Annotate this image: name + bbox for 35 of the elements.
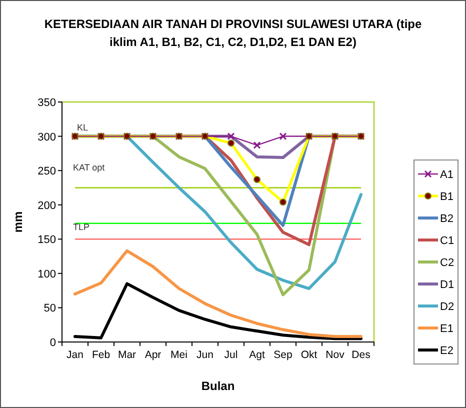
y-axis-title: mm: [11, 211, 25, 233]
x-tick-label: Mar: [118, 349, 137, 361]
legend-label: E1: [440, 323, 454, 335]
x-tick-label: Feb: [92, 349, 110, 361]
y-tick-label: 100: [38, 268, 56, 280]
y-tick-label: 200: [38, 200, 56, 212]
annotation: KL: [77, 122, 88, 132]
x-tick-label: Mei: [170, 349, 188, 361]
x-tick-label: Apr: [144, 349, 162, 361]
ref-line-label: TLP: [73, 222, 90, 232]
legend-label: D1: [440, 279, 454, 291]
legend-label: E2: [440, 345, 454, 357]
x-tick-label: Des: [352, 349, 370, 361]
legend-label: A1: [440, 169, 454, 181]
y-tick-label: 350: [38, 97, 56, 109]
legend-label: C1: [440, 235, 454, 247]
y-tick-label: 0: [50, 337, 56, 349]
x-tick-label: Okt: [300, 349, 318, 361]
y-tick-label: 300: [38, 131, 56, 144]
x-tick-label: Jan: [66, 349, 84, 361]
x-axis-title: Bulan: [201, 379, 235, 393]
y-tick-label: 150: [38, 234, 56, 246]
ref-line-label: KAT opt: [73, 162, 106, 173]
x-tick-label: Jul: [224, 349, 238, 361]
chart-title: KETERSEDIAAN AIR TANAH DI PROVINSI SULAWESI UTARA (tipe iklim A1, B1, B2, C1, C2, D1,D2, E1 DAN E2): [44, 17, 422, 49]
legend-label: D2: [440, 301, 454, 313]
x-tick-label: Nov: [326, 349, 346, 361]
y-tick-label: 50: [44, 302, 56, 315]
x-tick-label: Sep: [274, 349, 292, 361]
legend-label: B2: [440, 213, 454, 225]
legend-label: B1: [440, 191, 454, 203]
y-tick-label: 250: [38, 166, 56, 178]
x-tick-label: Agt: [249, 349, 265, 361]
x-tick-label: Jun: [196, 349, 214, 361]
legend-label: C2: [440, 257, 454, 269]
